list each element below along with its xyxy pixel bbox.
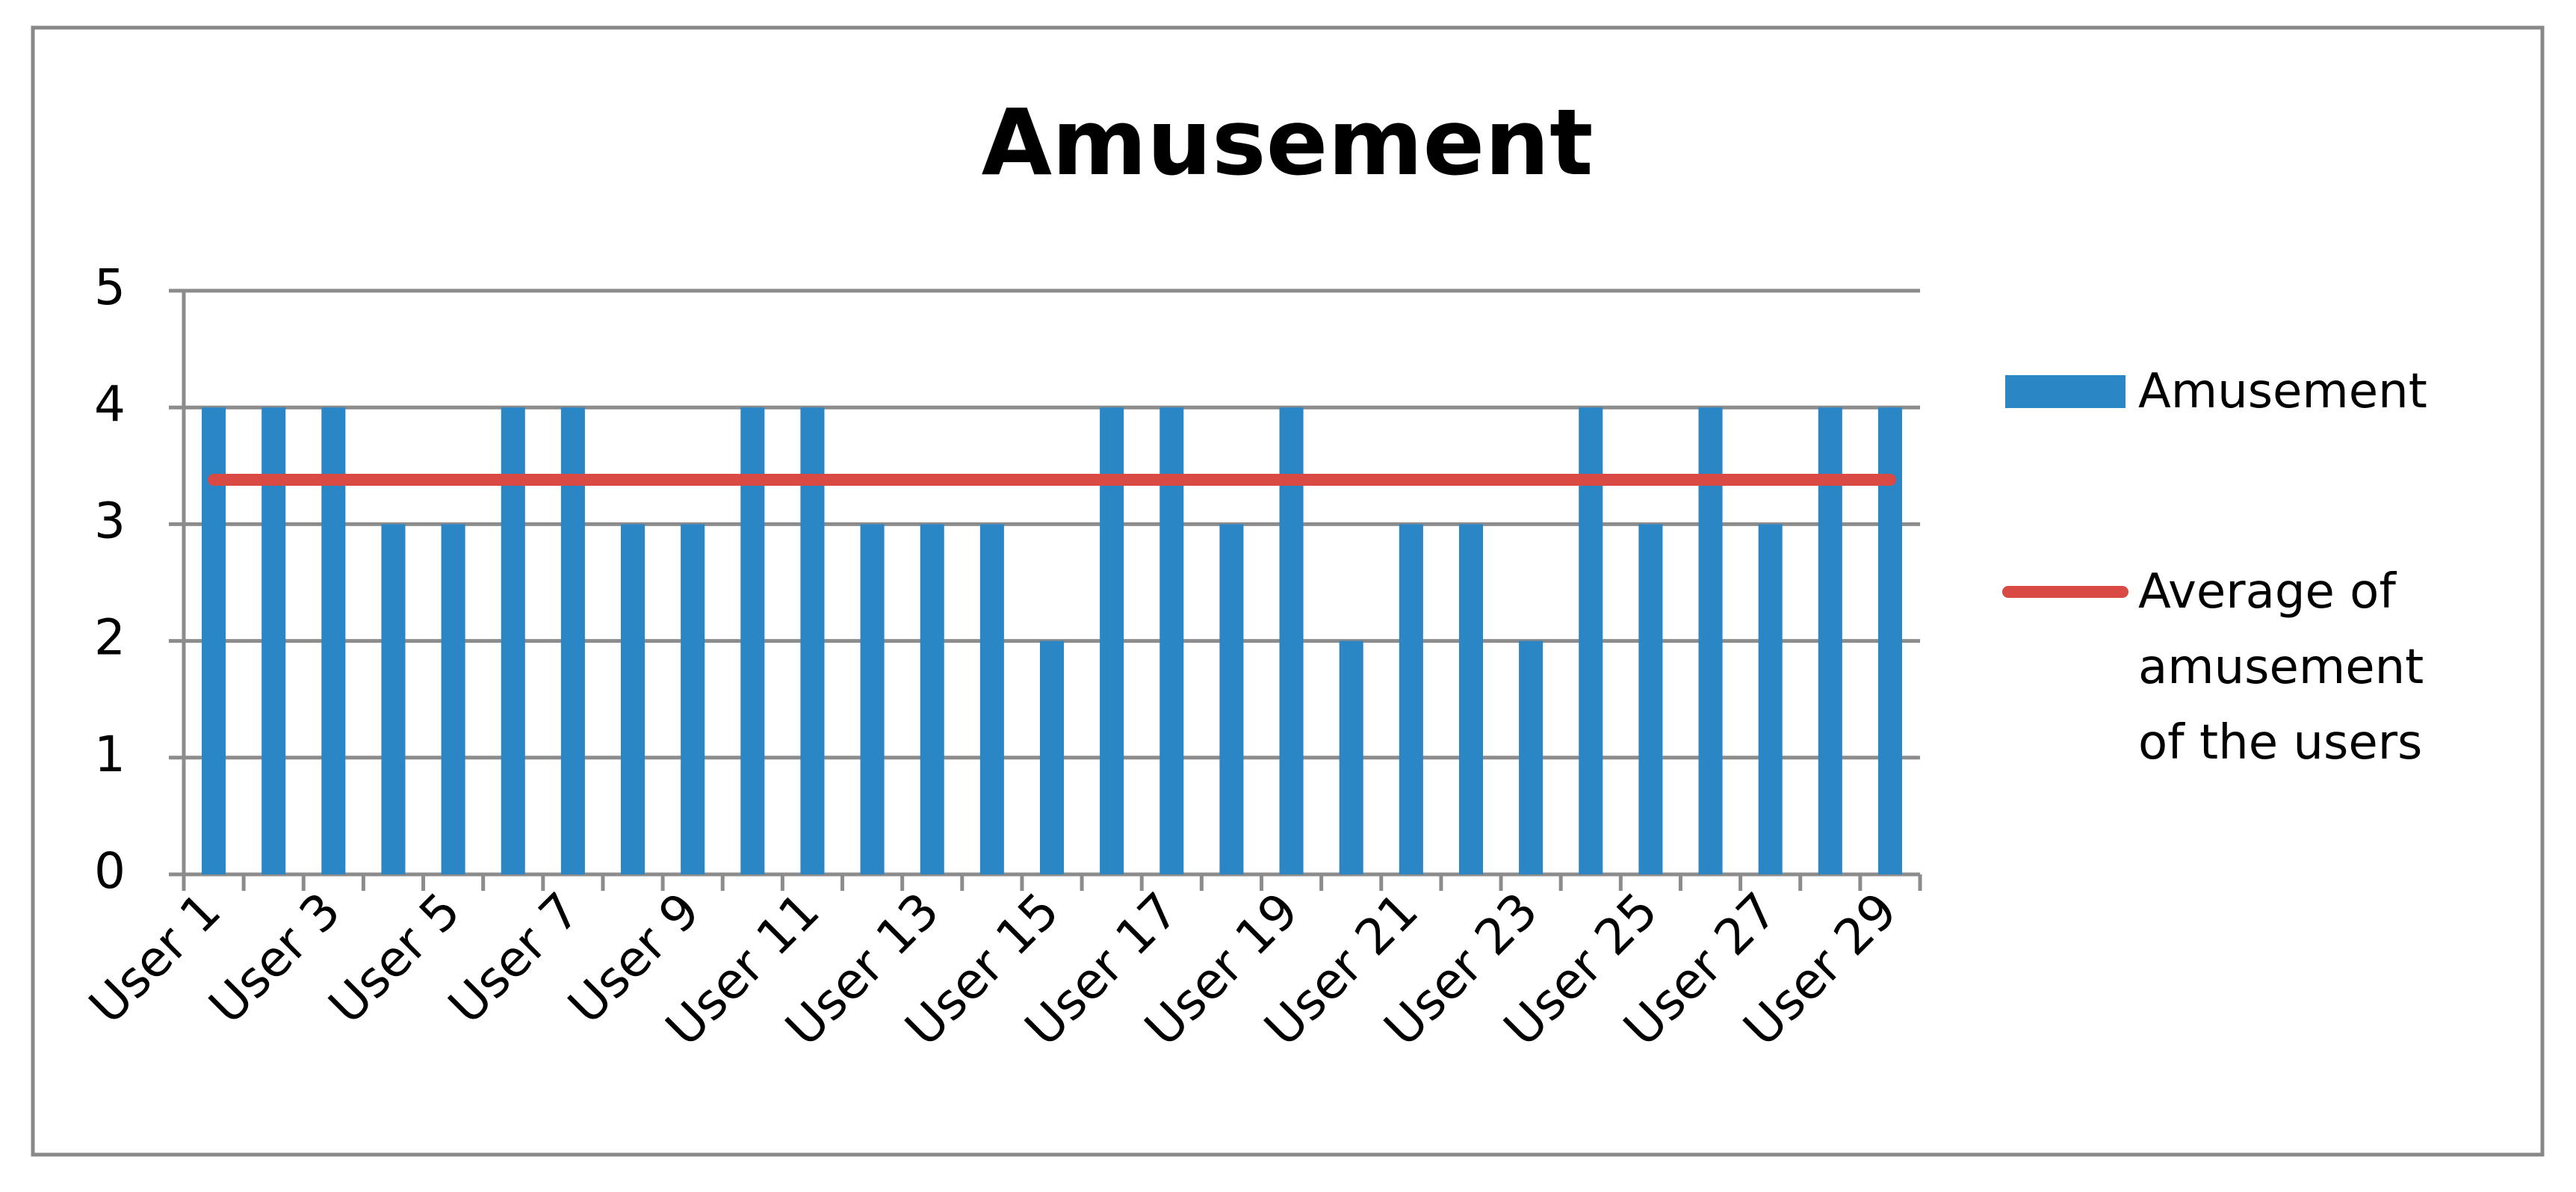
y-tick-label: 2	[94, 609, 126, 667]
bar	[979, 524, 1004, 874]
chart-title: Amusement	[982, 90, 1594, 196]
y-tick-label: 5	[94, 259, 126, 316]
bar	[1039, 640, 1065, 874]
bar	[920, 524, 944, 874]
bar	[1219, 524, 1244, 874]
bar	[1519, 640, 1544, 874]
bar	[681, 524, 705, 874]
legend-label: Amusement	[2138, 364, 2427, 419]
y-tick-label: 3	[94, 492, 126, 549]
bar	[1339, 640, 1363, 874]
bar	[441, 524, 465, 874]
legend-swatch	[2005, 375, 2125, 408]
y-tick-label: 4	[94, 375, 126, 433]
bar	[381, 524, 406, 874]
bar	[621, 524, 645, 874]
bar	[1638, 524, 1663, 874]
bar	[1758, 524, 1783, 874]
bar	[1458, 524, 1483, 874]
bar	[1399, 524, 1423, 874]
y-tick-label: 0	[94, 842, 126, 900]
bar	[860, 524, 885, 874]
y-tick-label: 1	[94, 726, 126, 783]
legend-label: Average of amusement of the users	[2138, 564, 2424, 771]
